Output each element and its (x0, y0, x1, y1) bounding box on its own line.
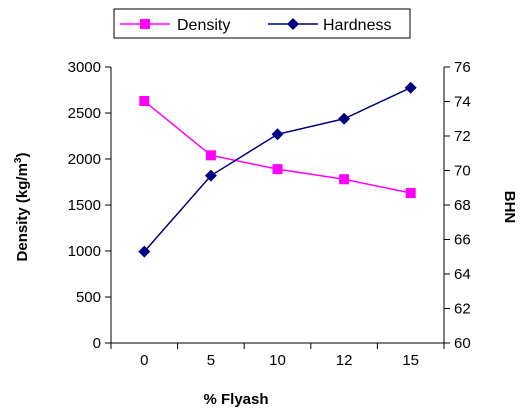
right-tick-label: 74 (454, 94, 471, 111)
series-line-density (143, 100, 411, 194)
legend-hardness-marker (287, 18, 299, 30)
data-point-hardness (404, 81, 417, 94)
right-tick-label: 60 (454, 335, 471, 352)
left-tick-label: 2500 (68, 105, 101, 122)
right-tick-label: 70 (454, 163, 471, 180)
x-axis-title: % Flyash (203, 391, 268, 408)
right-axis-ticks: 60 62 64 66 68 70 72 74 76 (444, 59, 471, 352)
data-point-hardness (271, 128, 284, 141)
left-tick-label: 2000 (68, 151, 101, 168)
right-tick-label: 76 (454, 59, 471, 76)
x-tick-label: 15 (402, 352, 419, 369)
data-point-hardness (204, 169, 217, 182)
data-point-density (205, 150, 216, 161)
left-tick-label: 3000 (68, 59, 101, 76)
data-point-density (339, 174, 350, 185)
left-axis-title: Density (kg/m3) (13, 153, 31, 262)
data-point-density (405, 188, 416, 199)
right-axis-title: BHN (501, 191, 518, 224)
legend-density-label: Density (177, 17, 230, 34)
x-tick-label: 10 (269, 352, 286, 369)
series-layer (138, 81, 417, 258)
left-tick-label: 1500 (68, 197, 101, 214)
right-tick-label: 68 (454, 197, 471, 214)
legend-hardness-label: Hardness (323, 17, 391, 34)
left-tick-label: 0 (93, 335, 101, 352)
x-tick-label: 5 (207, 352, 215, 369)
right-tick-label: 72 (454, 128, 471, 145)
left-axis-ticks: 0 500 1000 1500 2000 2500 3000 (68, 59, 111, 352)
data-point-density (139, 96, 150, 107)
x-tick-label: 0 (140, 352, 148, 369)
left-tick-label: 1000 (68, 243, 101, 260)
x-tick-label: 12 (336, 352, 353, 369)
legend-density-marker (140, 19, 150, 29)
right-tick-label: 62 (454, 301, 471, 318)
x-axis-ticks: 0 5 10 12 15 (110, 343, 445, 369)
data-point-hardness (138, 245, 151, 258)
left-tick-label: 500 (76, 289, 101, 306)
data-point-hardness (338, 112, 351, 125)
data-point-density (272, 164, 283, 175)
right-tick-label: 66 (454, 232, 471, 249)
legend: Density Hardness (113, 8, 411, 39)
right-tick-label: 64 (454, 266, 471, 283)
